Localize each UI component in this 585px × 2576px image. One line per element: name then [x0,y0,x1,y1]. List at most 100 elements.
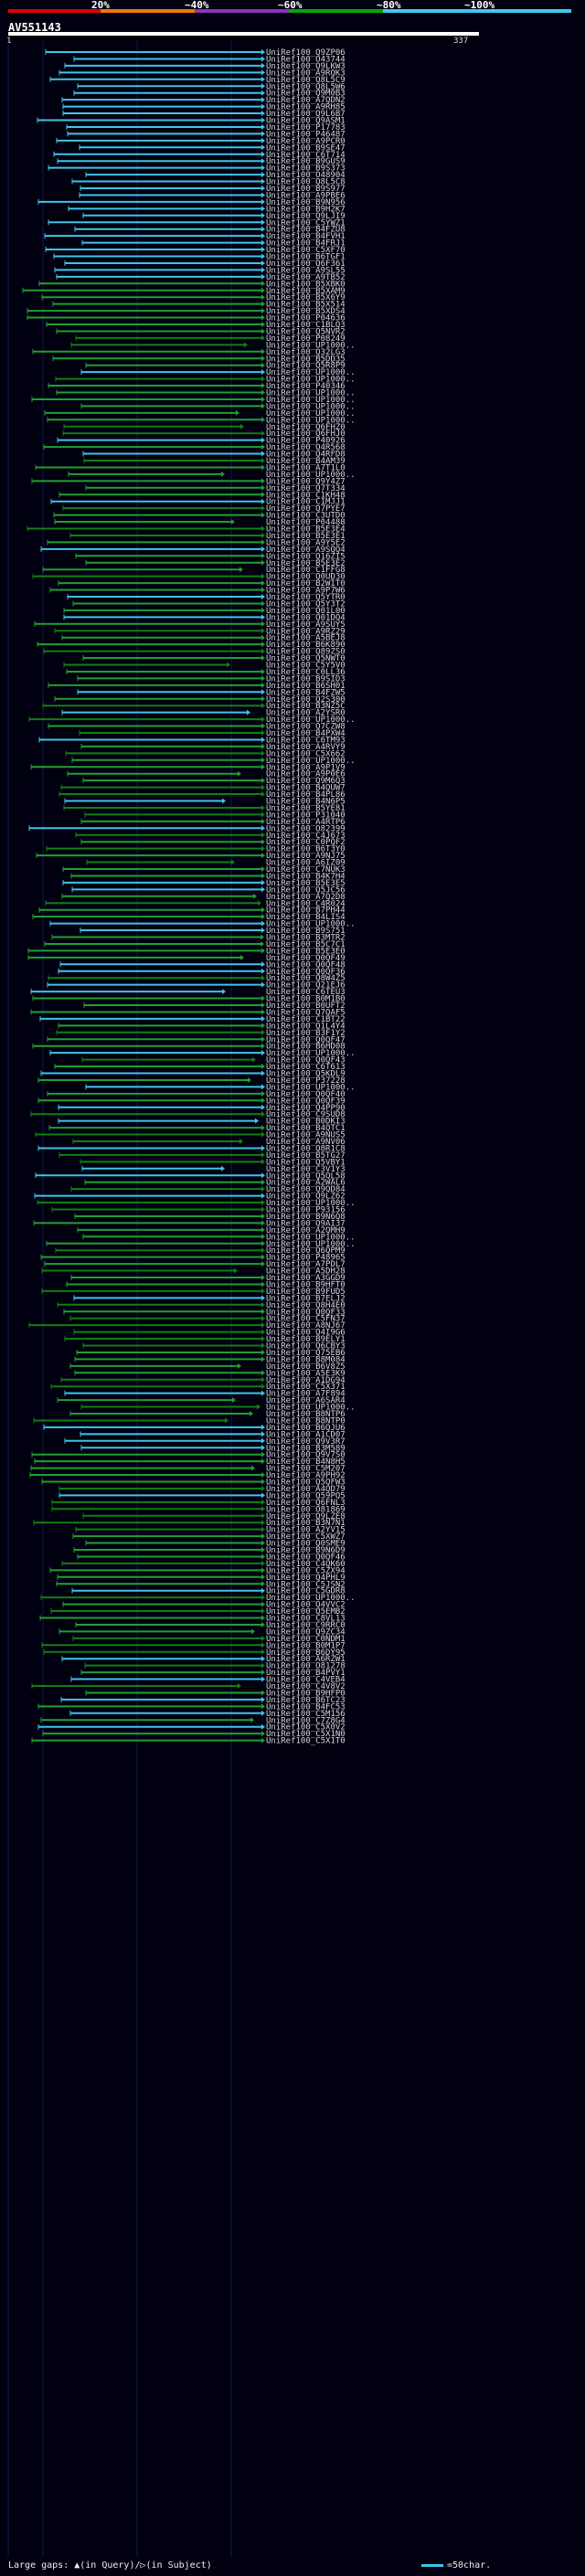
hit-label[interactable]: UniRef100_C7Z8G4 [266,1716,346,1725]
hit-label[interactable]: UniRef100_B5E3E5 [266,879,346,888]
hit-row[interactable]: UniRef100_P08249 [75,334,346,344]
hit-label[interactable]: UniRef100_C9RRC0 [266,1621,346,1630]
hit-row[interactable]: UniRef100_Q8L5C9 [49,76,346,85]
hit-row[interactable]: UniRef100_A7F894 [64,1390,346,1399]
hit-row[interactable]: UniRef100_B5E3E5 [62,879,346,888]
hit-label[interactable]: UniRef100_UP1000.. [266,376,356,385]
hit-label[interactable]: UniRef100_A6SAR4 [266,1396,346,1405]
hit-label[interactable]: UniRef100_Q9V3R7 [266,1437,346,1447]
hit-label[interactable]: UniRef100_A9SL55 [266,266,346,275]
hit-label[interactable]: UniRef100_UP1000.. [266,1233,356,1242]
hit-label[interactable]: UniRef100_Q5VBY1 [266,1158,346,1167]
hit-label[interactable]: UniRef100_P40346 [266,382,346,391]
hit-label[interactable]: UniRef100_B6TGF1 [266,253,346,262]
hit-row[interactable]: UniRef100_A9SL55 [54,266,346,275]
hit-row[interactable]: UniRef100_Q7CZW8 [48,723,346,732]
hit-row[interactable]: UniRef100_A5E3K9 [74,1369,346,1378]
hit-row[interactable]: UniRef100_B6HD08 [32,1043,346,1052]
hit-row[interactable]: UniRef100_Q4PP90 [58,1104,346,1113]
hit-row[interactable]: UniRef100_Q21EJ6 [47,981,346,991]
hit-row[interactable]: UniRef100_A9P7W6 [49,587,346,596]
hit-row[interactable]: UniRef100_A9PBE6 [79,191,346,200]
hit-label[interactable]: UniRef100_C1FFG8 [266,566,346,575]
hit-label[interactable]: UniRef100_B3F1Y2 [266,1029,346,1038]
hit-label[interactable]: UniRef100_B5XBK0 [266,280,346,289]
hit-label[interactable]: UniRef100_B4AM39 [266,457,346,466]
hit-row[interactable]: UniRef100_C5XWZ7 [72,1532,346,1542]
hit-label[interactable]: UniRef100_Q6FNL3 [266,1499,346,1508]
hit-row[interactable]: UniRef100_Q59PQ5 [58,1491,346,1500]
hit-label[interactable]: UniRef100_Q9LZ62 [266,1193,346,1202]
hit-label[interactable]: UniRef100_Q7CZW8 [266,723,346,732]
hit-label[interactable]: UniRef100_Q9Y4Z7 [266,477,346,486]
hit-label[interactable]: UniRef100_Q8L5C8 [266,178,346,187]
hit-label[interactable]: UniRef100_B4QUW7 [266,784,346,793]
hit-label[interactable]: UniRef100_Q5QFW3 [266,1479,346,1488]
hit-label[interactable]: UniRef100_Q4R568 [266,443,346,452]
hit-label[interactable]: UniRef100_B0DKI3 [266,1118,346,1127]
hit-label[interactable]: UniRef100_B4PVY1 [266,1669,346,1678]
hit-row[interactable]: UniRef100_C1KH48 [58,491,346,500]
hit-label[interactable]: UniRef100_C7NUK3 [266,865,346,875]
hit-row[interactable]: UniRef100_C5M156 [69,1710,346,1719]
hit-row[interactable]: UniRef100_Q8L5W6 [77,82,346,91]
hit-row[interactable]: UniRef100_A4RVY9 [80,743,346,752]
hit-row[interactable]: UniRef100_Q9ZC34 [58,1627,346,1637]
hit-row[interactable]: UniRef100_A9P1V9 [30,763,346,772]
hit-row[interactable]: UniRef100_Q5KDL9 [40,1070,346,1079]
hit-label[interactable]: UniRef100_B0M1P7 [266,1641,346,1650]
hit-row[interactable]: UniRef100_B4FZU8 [74,226,346,235]
hit-row[interactable]: UniRef100_A2YSR0 [61,709,346,718]
hit-row[interactable]: UniRef100_C5YWZ1 [48,218,346,228]
hit-row[interactable]: UniRef100_P04488 [54,518,346,527]
hit-row[interactable]: UniRef100_Q75EB6 [76,1349,346,1358]
hit-label[interactable]: UniRef100_B9SE47 [266,143,346,153]
hit-row[interactable]: UniRef100_UP1000.. [31,396,356,405]
hit-label[interactable]: UniRef100_Q89ZS0 [266,648,346,657]
hit-label[interactable]: UniRef100_UP1000.. [266,409,356,419]
hit-label[interactable]: UniRef100_Q5NWT0 [266,654,346,663]
hit-label[interactable]: UniRef100_P08249 [266,334,346,344]
hit-label[interactable]: UniRef100_C5XF70 [266,246,346,255]
hit-label[interactable]: UniRef100_B9S373 [266,164,346,174]
hit-label[interactable]: UniRef100_B5X6Y9 [266,293,346,302]
hit-row[interactable]: UniRef100_B3MTR2 [51,934,346,943]
hit-label[interactable]: UniRef100_UP1000.. [266,402,356,411]
hit-label[interactable]: UniRef100_P04488 [266,518,346,527]
hit-row[interactable]: UniRef100_B7PH44 [38,906,346,916]
hit-label[interactable]: UniRef100_P04636 [266,314,346,323]
hit-label[interactable]: UniRef100_B3MTR2 [266,934,346,943]
hit-row[interactable]: UniRef100_B0M1P7 [41,1641,346,1650]
hit-label[interactable]: UniRef100_B5YE81 [266,804,346,813]
hit-label[interactable]: UniRef100_B6SH01 [266,682,346,691]
hit-row[interactable]: UniRef100_C5X662 [65,749,346,758]
hit-label[interactable]: UniRef100_Q8R1C8 [266,1144,346,1153]
hit-label[interactable]: UniRef100_Q75EB6 [266,1349,346,1358]
hit-row[interactable]: UniRef100_UP1000.. [44,409,356,419]
hit-label[interactable]: UniRef100_A9RH85 [266,103,346,112]
hit-label[interactable]: UniRef100_Q6FHZ0 [266,423,346,432]
hit-row[interactable]: UniRef100_A2YV15 [75,1526,346,1535]
hit-row[interactable]: UniRef100_Q7QAF5 [30,1008,346,1017]
hit-label[interactable]: UniRef100_A2WAL6 [266,1179,346,1188]
hit-row[interactable]: UniRef100_A9PCR0 [56,137,346,146]
hit-label[interactable]: UniRef100_Q5NVR2 [266,327,346,336]
hit-row[interactable]: UniRef100_Q8R1C8 [37,1144,346,1153]
hit-row[interactable]: UniRef100_Q6FHZ0 [63,423,346,432]
hit-row[interactable]: UniRef100_B9N6D9 [73,1546,346,1555]
hit-row[interactable]: UniRef100_UP1000.. [56,389,356,398]
hit-label[interactable]: UniRef100_B5XAM9 [266,287,346,296]
hit-row[interactable]: UniRef100_P46487 [67,130,346,139]
hit-row[interactable]: UniRef100_C5GDR8 [71,1587,346,1596]
hit-label[interactable]: UniRef100_Q0QF39 [266,1097,346,1106]
hit-label[interactable]: UniRef100_O81869 [266,1505,346,1514]
hit-label[interactable]: UniRef100_A9P0E6 [266,770,346,779]
hit-label[interactable]: UniRef100_B6T3Y0 [266,845,346,854]
hit-label[interactable]: UniRef100_Q4PHL9 [266,1574,346,1583]
hit-row[interactable]: UniRef100_A7QDN2 [61,96,346,105]
hit-label[interactable]: UniRef100_Q9ZP06 [266,48,346,58]
hit-label[interactable]: UniRef100_C4J673 [266,832,346,841]
hit-row[interactable]: UniRef100_A9TB52 [56,273,346,282]
hit-row[interactable]: UniRef100_C7Z8G4 [40,1716,346,1725]
hit-row[interactable]: UniRef100_B4N8H5 [34,1458,346,1467]
